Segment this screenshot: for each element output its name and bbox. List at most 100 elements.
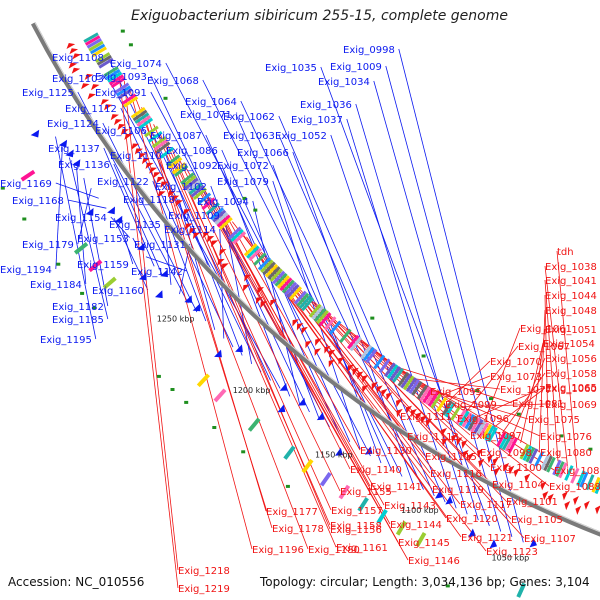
reverse-gene-label: Exig_1115 (425, 452, 477, 463)
map-title: Exiguobacterium sibiricum 255-15, comple… (130, 8, 508, 24)
forward-gene-label: Exig_1182 (52, 302, 104, 313)
forward-label-line (235, 113, 392, 470)
cog-band-segment (147, 130, 163, 143)
reverse-gene-arrow (462, 449, 469, 459)
cog-band-segment (378, 358, 391, 374)
reverse-gene-arrow (171, 195, 180, 202)
reverse-gene-arrow (87, 93, 96, 100)
reverse-gene-label: Exig_1077 (500, 385, 552, 396)
forward-gene-arrow (184, 295, 193, 303)
reverse-gene-arrow (217, 258, 225, 266)
reverse-gene-arrow (104, 104, 113, 111)
forward-gene-label: Exig_1036 (300, 100, 352, 111)
reverse-label-line (501, 372, 546, 434)
forward-gene-label: Exig_1072 (217, 161, 269, 172)
reverse-label-line (218, 205, 351, 470)
reverse-gene-arrow (149, 167, 158, 174)
reverse-gene-label: Exig_1219 (178, 584, 230, 595)
reverse-label-line (492, 387, 546, 429)
reverse-gene-label: Exig_1218 (178, 566, 230, 577)
forward-gene-label: Exig_1063 (223, 131, 275, 142)
reverse-gene-label: Exig_1054 (543, 339, 595, 350)
forward-gene-arrow (364, 446, 373, 455)
cog-band-segment (402, 375, 415, 391)
cog-band-segment (110, 77, 126, 89)
reverse-label-line (439, 375, 491, 397)
cog-band-segment (230, 228, 244, 243)
reverse-gene-label: Exig_1157 (331, 506, 383, 517)
cog-band-segment (525, 446, 536, 463)
forward-gene-label: Exig_1068 (147, 76, 199, 87)
reverse-gene-arrow (595, 505, 600, 515)
cog-band-segment (470, 417, 481, 433)
reverse-gene-arrow (110, 114, 119, 121)
forward-label-line (346, 118, 468, 515)
reverse-label-line (211, 198, 371, 487)
reverse-label-line (165, 141, 332, 511)
cog-band-segment (579, 471, 589, 488)
cog-band-segment (496, 431, 507, 448)
reverse-gene-arrow (114, 119, 123, 126)
forward-gene-arrow (335, 447, 343, 456)
forward-label-line (179, 243, 191, 295)
forward-gene-arrow (160, 269, 168, 278)
cog-band-segment (383, 362, 396, 378)
reverse-gene-label: Exig_1105 (511, 515, 563, 526)
reverse-gene-label: Exig_1155 (340, 487, 392, 498)
cog-band-segment (232, 231, 247, 245)
reverse-gene-arrow (548, 493, 554, 503)
forward-label-line (120, 107, 234, 348)
reverse-gene-arrow (257, 287, 264, 295)
cog-band-segment (284, 281, 298, 296)
cog-band-segment (144, 125, 159, 138)
reverse-label-line (544, 265, 568, 466)
forward-gene-label: Exig_1136 (58, 160, 110, 171)
forward-gene-label: Exig_1064 (185, 97, 237, 108)
reverse-gene-arrow (91, 84, 100, 91)
cog-band-segment (386, 364, 399, 379)
reverse-gene-arrow (296, 323, 304, 331)
reverse-label-line (184, 165, 409, 561)
cog-band-segment (365, 348, 378, 364)
gc-marker (128, 43, 133, 47)
reverse-gene-label: Exig_1158 (330, 521, 382, 532)
gc-marker (0, 186, 5, 190)
reverse-label-line (556, 250, 578, 471)
cog-band-segment (528, 448, 539, 464)
cog-band-segment (173, 164, 189, 177)
cog-band-segment (301, 458, 314, 474)
cog-band-segment (360, 344, 373, 360)
reverse-label-line (123, 81, 179, 571)
cog-band-segment (338, 484, 351, 500)
cog-band-segment (89, 43, 106, 55)
forward-label-line (83, 177, 109, 307)
kbp-tick-label: 1100 kbp (401, 506, 439, 515)
cog-band-segment (171, 162, 187, 175)
reverse-label-line (421, 384, 541, 437)
forward-gene-label: Exig_1086 (166, 146, 218, 157)
reverse-label-line (465, 345, 519, 413)
cog-band-segment (389, 366, 402, 381)
cog-band-segment (186, 179, 201, 193)
reverse-label-line (544, 279, 559, 462)
cog-band-segment (210, 207, 225, 221)
cog-band-segment (227, 226, 242, 240)
cog-band-segment (272, 270, 286, 285)
forward-gene-label: Exig_1122 (97, 177, 149, 188)
forward-gene-label: Exig_1093 (95, 72, 147, 83)
forward-gene-label: Exig_1102 (155, 182, 207, 193)
forward-gene-arrow (235, 344, 243, 353)
reverse-gene-arrow (410, 408, 417, 418)
forward-label-line (150, 91, 330, 428)
cog-band-segment (188, 182, 203, 195)
reverse-gene-label: Exig_1096 (457, 414, 509, 425)
cog-band-segment (20, 169, 36, 182)
cog-band-segment (197, 192, 212, 206)
forward-gene-label: Exig_0998 (343, 45, 395, 56)
reverse-gene-label: Exig_1070 (490, 357, 542, 368)
reverse-gene-arrow (478, 458, 485, 468)
forward-gene-arrow (445, 495, 453, 505)
cog-band-segment (461, 412, 473, 428)
reverse-gene-label: Exig_1144 (390, 520, 442, 531)
